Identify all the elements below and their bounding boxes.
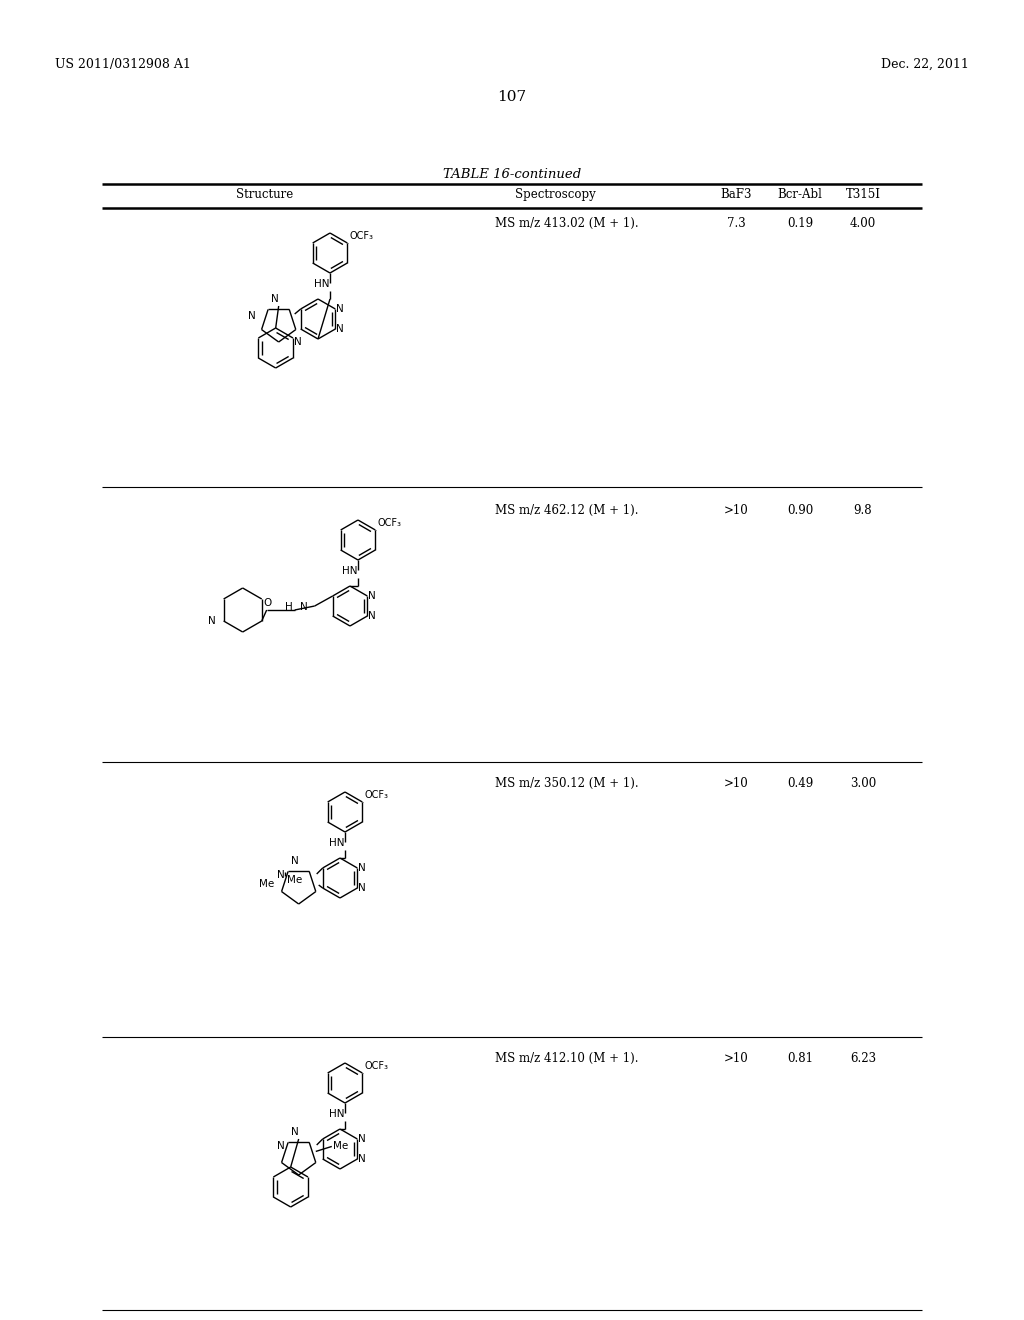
Text: MS m/z 412.10 (M + 1).: MS m/z 412.10 (M + 1). — [495, 1052, 639, 1065]
Text: N: N — [358, 1154, 366, 1164]
Text: 0.49: 0.49 — [786, 777, 813, 789]
Text: HN: HN — [329, 838, 344, 847]
Text: HN: HN — [329, 1109, 344, 1119]
Text: N: N — [270, 294, 279, 304]
Text: N: N — [291, 855, 299, 866]
Text: >10: >10 — [724, 777, 749, 789]
Text: OCF₃: OCF₃ — [377, 517, 401, 528]
Text: N: N — [291, 1127, 299, 1137]
Text: Structure: Structure — [237, 187, 294, 201]
Text: N: N — [208, 616, 216, 626]
Text: 107: 107 — [498, 90, 526, 104]
Text: OCF₃: OCF₃ — [365, 1061, 388, 1071]
Text: 0.19: 0.19 — [786, 216, 813, 230]
Text: N: N — [369, 611, 376, 620]
Text: 6.23: 6.23 — [850, 1052, 877, 1065]
Text: US 2011/0312908 A1: US 2011/0312908 A1 — [55, 58, 190, 71]
Text: 4.00: 4.00 — [850, 216, 877, 230]
Text: N: N — [300, 602, 307, 612]
Text: MS m/z 413.02 (M + 1).: MS m/z 413.02 (M + 1). — [495, 216, 639, 230]
Text: Me: Me — [333, 1142, 348, 1151]
Text: Me: Me — [259, 879, 274, 888]
Text: O: O — [264, 598, 272, 609]
Text: 0.81: 0.81 — [787, 1052, 813, 1065]
Text: N: N — [336, 323, 344, 334]
Text: N: N — [358, 1134, 366, 1144]
Text: N: N — [276, 1140, 285, 1151]
Text: H: H — [285, 602, 293, 612]
Text: N: N — [369, 591, 376, 601]
Text: N: N — [336, 304, 344, 314]
Text: N: N — [249, 312, 256, 322]
Text: Bcr-Abl: Bcr-Abl — [777, 187, 822, 201]
Text: N: N — [294, 337, 302, 347]
Text: 3.00: 3.00 — [850, 777, 877, 789]
Text: 0.90: 0.90 — [786, 504, 813, 517]
Text: Dec. 22, 2011: Dec. 22, 2011 — [881, 58, 969, 71]
Text: MS m/z 350.12 (M + 1).: MS m/z 350.12 (M + 1). — [495, 777, 639, 789]
Text: OCF₃: OCF₃ — [349, 231, 374, 242]
Text: MS m/z 462.12 (M + 1).: MS m/z 462.12 (M + 1). — [495, 504, 639, 517]
Text: HN: HN — [314, 279, 330, 289]
Text: Me: Me — [288, 875, 303, 884]
Text: >10: >10 — [724, 504, 749, 517]
Text: N: N — [358, 883, 366, 894]
Text: >10: >10 — [724, 1052, 749, 1065]
Text: TABLE 16-continued: TABLE 16-continued — [442, 168, 582, 181]
Text: Spectroscopy: Spectroscopy — [515, 187, 595, 201]
Text: T315I: T315I — [846, 187, 881, 201]
Text: 9.8: 9.8 — [854, 504, 872, 517]
Text: BaF3: BaF3 — [720, 187, 752, 201]
Text: OCF₃: OCF₃ — [365, 789, 388, 800]
Text: HN: HN — [342, 566, 357, 576]
Text: N: N — [358, 863, 366, 873]
Text: N: N — [276, 870, 285, 880]
Text: 7.3: 7.3 — [727, 216, 745, 230]
